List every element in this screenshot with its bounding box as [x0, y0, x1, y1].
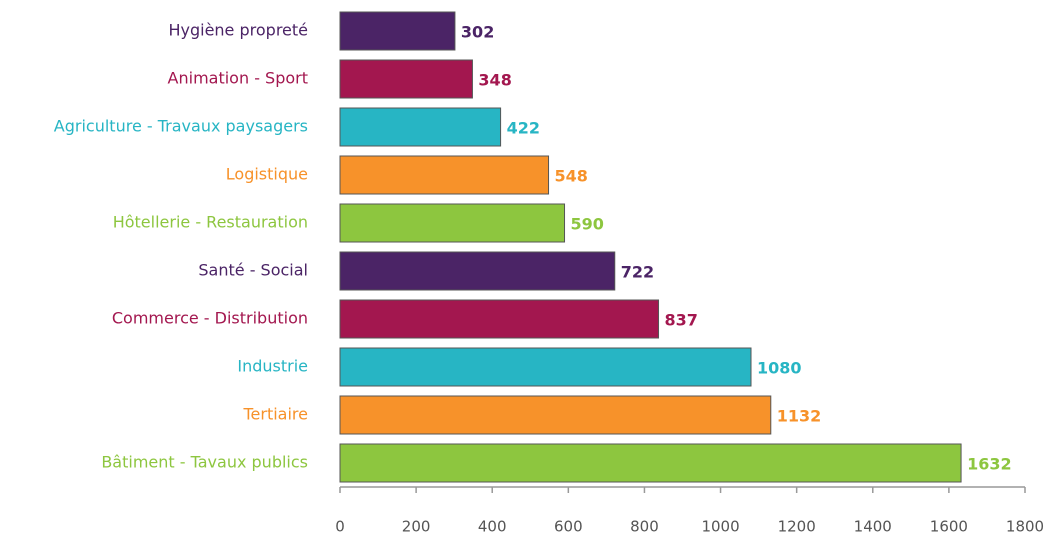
bar	[339, 203, 566, 243]
category-label: Commerce - Distribution	[112, 309, 308, 328]
category-label: Industrie	[237, 357, 308, 376]
category-label: Bâtiment - Tavaux publics	[101, 453, 308, 472]
bar	[339, 11, 456, 51]
category-label: Santé - Social	[198, 261, 308, 280]
bar	[339, 155, 550, 195]
bar	[339, 59, 473, 99]
category-label: Hygiène propreté	[168, 21, 308, 40]
data-label: 1132	[777, 407, 822, 426]
data-label: 302	[461, 23, 494, 42]
data-label: 837	[665, 311, 698, 330]
data-label: 548	[555, 167, 588, 186]
data-label: 1632	[967, 455, 1012, 474]
category-label: Tertiaire	[242, 405, 308, 424]
bar	[339, 299, 660, 339]
category-label: Logistique	[226, 165, 308, 184]
bar	[339, 443, 962, 483]
data-label: 348	[478, 71, 511, 90]
x-tick-label: 400	[478, 518, 507, 536]
data-label: 722	[621, 263, 654, 282]
x-tick-label: 200	[402, 518, 431, 536]
x-tick-label: 800	[630, 518, 659, 536]
category-label: Hôtellerie - Restauration	[113, 213, 308, 232]
x-tick-label: 1600	[930, 518, 968, 536]
bar	[339, 107, 502, 147]
category-label: Agriculture - Travaux paysagers	[54, 117, 308, 136]
x-tick-label: 0	[335, 518, 345, 536]
bar	[339, 251, 616, 291]
data-label: 590	[571, 215, 604, 234]
bar	[339, 347, 752, 387]
x-tick-label: 1400	[854, 518, 892, 536]
bar	[339, 395, 772, 435]
x-tick-label: 600	[554, 518, 583, 536]
category-label: Animation - Sport	[168, 69, 308, 88]
data-label: 1080	[757, 359, 802, 378]
data-label: 422	[507, 119, 540, 138]
x-tick-label: 1800	[1006, 518, 1044, 536]
x-tick-label: 1000	[701, 518, 739, 536]
x-tick-label: 1200	[778, 518, 816, 536]
